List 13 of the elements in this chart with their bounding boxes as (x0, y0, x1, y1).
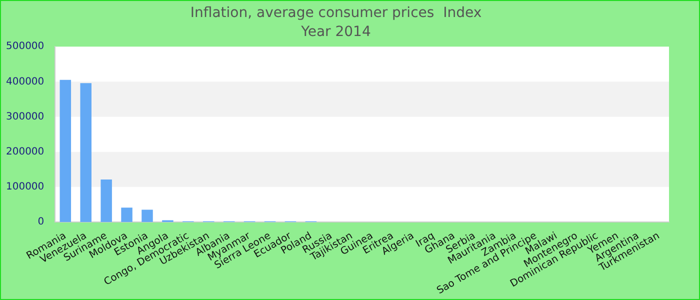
bar (142, 210, 153, 222)
y-tick-label: 300000 (6, 111, 44, 122)
bar (60, 80, 72, 222)
y-tick-label: 100000 (6, 182, 44, 193)
y-tick-label: 0 (38, 216, 44, 228)
y-tick-label: 400000 (6, 76, 44, 88)
bar (121, 208, 132, 222)
bar (100, 180, 112, 222)
y-tick-label: 200000 (6, 146, 44, 158)
y-tick-label: 500000 (6, 41, 44, 52)
chart-title: Inflation, average consumer prices Index (190, 5, 482, 22)
bar (80, 83, 92, 222)
chart-subtitle: Year 2014 (300, 24, 371, 40)
